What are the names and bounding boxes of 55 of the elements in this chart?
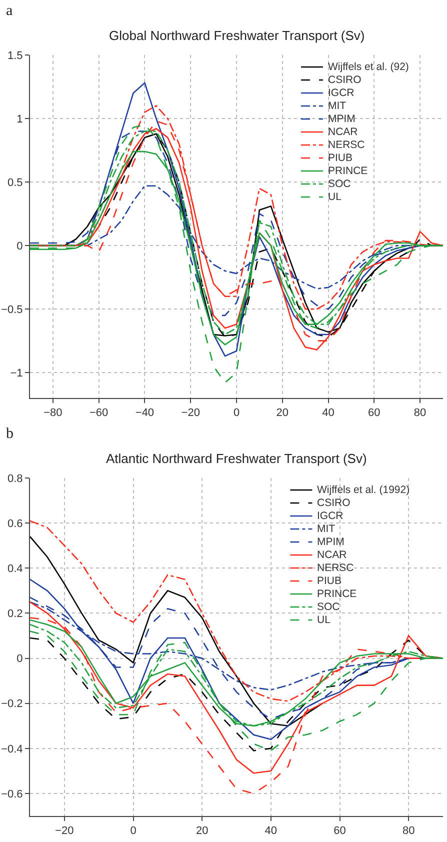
x-tick-label: −80: [44, 407, 62, 420]
x-tick-label: 80: [402, 825, 415, 838]
y-tick-label: 1.5: [8, 50, 23, 62]
y-tick-label: 0.8: [8, 472, 23, 485]
text: b: [6, 426, 14, 442]
y-tick-label: 0: [16, 653, 23, 666]
legend-label: MIT: [328, 100, 347, 112]
y-tick-label: 0.6: [8, 518, 23, 530]
legend-label: IGCR: [328, 87, 355, 99]
x-tick-label: −60: [89, 407, 108, 420]
x-tick-label: 60: [368, 407, 380, 420]
y-tick-label: 0.5: [8, 176, 23, 189]
y-tick-label: 0.2: [8, 608, 23, 620]
y-tick-label: −0.2: [1, 698, 23, 710]
legend-label: IGCR: [317, 510, 344, 522]
x-tick-label: 40: [264, 825, 278, 838]
y-tick-label: −0.4: [1, 743, 23, 756]
legend-label: NCAR: [328, 126, 358, 138]
legend-label: UL: [317, 614, 331, 626]
legend-label: MIT: [317, 523, 336, 535]
legend-label: MPIM: [317, 536, 344, 548]
legend-label: SOC: [317, 601, 340, 613]
x-tick-label: −20: [181, 407, 200, 420]
legend-label: CSIRO: [317, 497, 350, 509]
y-tick-label: 0: [16, 240, 23, 252]
x-tick-label: 80: [414, 407, 426, 420]
legend-label: Wijffels et al. (92): [328, 61, 409, 73]
y-tick-label: −0.5: [1, 304, 23, 316]
x-tick-label: 0: [130, 825, 136, 838]
y-tick-label: 0.4: [8, 562, 23, 575]
x-tick-label: 40: [322, 407, 334, 420]
legend-label: SOC: [328, 178, 352, 190]
legend-label: PRINCE: [328, 165, 368, 177]
legend-label: PIUB: [328, 152, 353, 164]
legend-label: PIUB: [317, 575, 342, 587]
legend-label: MPIM: [328, 113, 356, 125]
y-tick-label: 1: [16, 113, 23, 126]
chart-title: Atlantic Northward Freshwater Transport (Sv): [106, 451, 367, 466]
legend-label: NERSC: [328, 139, 366, 151]
x-tick-label: −40: [135, 407, 154, 420]
legend-label: Wijffels et al. (1992): [317, 484, 410, 496]
x-tick-label: 0: [233, 407, 240, 420]
x-tick-label: −20: [55, 825, 74, 838]
legend-label: UL: [328, 191, 342, 203]
x-tick-label: 20: [196, 825, 208, 838]
x-tick-label: 60: [334, 825, 346, 838]
legend-label: NCAR: [317, 549, 348, 561]
text: a: [6, 3, 13, 19]
legend-label: CSIRO: [328, 74, 362, 86]
y-tick-label: −0.6: [1, 788, 23, 800]
legend-label: PRINCE: [317, 588, 357, 600]
chart-title: Global Northward Freshwater Transport (Sv): [109, 28, 365, 43]
y-tick-label: −1: [10, 367, 23, 380]
legend-label: NERSC: [317, 562, 354, 574]
x-tick-label: 20: [276, 407, 289, 420]
